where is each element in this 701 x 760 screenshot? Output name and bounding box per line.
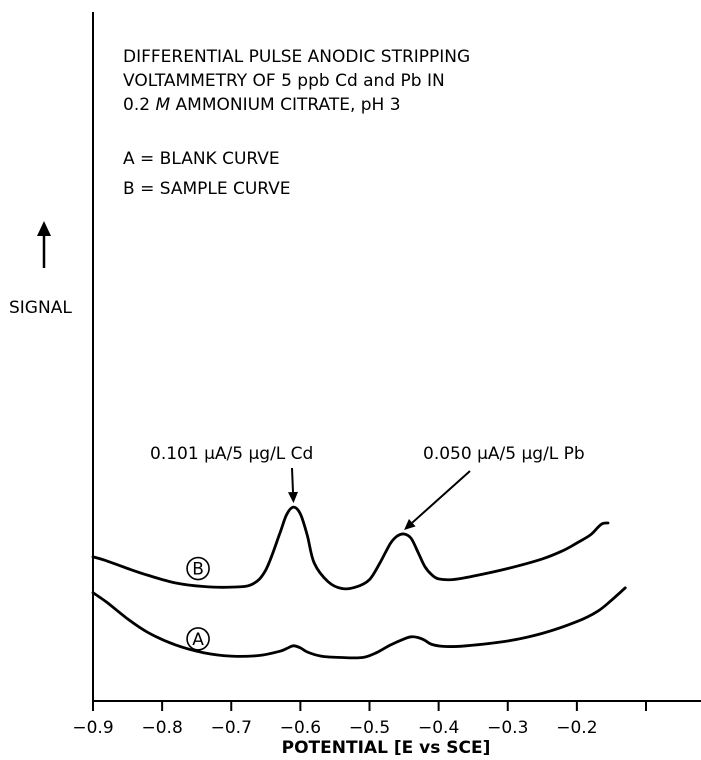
- x-tick-label-5: −0.4: [418, 718, 459, 738]
- annotation-arrows: [288, 467, 471, 530]
- y-axis-label: SIGNAL: [9, 298, 72, 318]
- x-tick-label-0: −0.9: [72, 718, 113, 738]
- curve-label-circle-b: [186, 556, 210, 581]
- x-tick-label-6: −0.3: [487, 718, 528, 738]
- chart-title-line-2: VOLTAMMETRY OF 5 ppb Cd and Pb IN: [123, 71, 445, 91]
- annotation-arrow-0: [291, 467, 295, 493]
- x-ticks: −0.9 −0.8 −0.7 −0.6 −0.5 −0.4 −0.3 −0.2: [72, 701, 647, 738]
- chart-title-line-3: 0.2 M AMMONIUM CITRATE, pH 3: [123, 95, 401, 115]
- legend-entry-sample: B = SAMPLE CURVE: [123, 179, 291, 199]
- annotation-pb: 0.050 µA/5 µg/L Pb: [423, 444, 585, 464]
- legend-entry-blank: A = BLANK CURVE: [123, 149, 280, 169]
- series-line-b: [91, 505, 610, 591]
- chart-title-line-1: DIFFERENTIAL PULSE ANODIC STRIPPING: [123, 47, 470, 67]
- annotation-arrow-1: [411, 470, 471, 524]
- annotation-arrowhead-1: [404, 519, 416, 530]
- curve-labels: BA: [186, 556, 210, 651]
- x-tick-label-4: −0.5: [349, 718, 390, 738]
- curve-label-circle-a: [186, 627, 210, 651]
- x-tick-label-1: −0.8: [141, 718, 182, 738]
- x-tick-label-3: −0.6: [280, 718, 321, 738]
- annotation-arrowhead-0: [288, 491, 298, 504]
- curve-label-a: A: [192, 630, 204, 650]
- signal-arrowhead-icon: [37, 221, 51, 236]
- annotation-cd: 0.101 µA/5 µg/L Cd: [150, 444, 313, 464]
- curve-label-b: B: [192, 560, 204, 580]
- title-line-3-prefix: 0.2: [123, 95, 155, 115]
- title-line-3-suffix: AMMONIUM CITRATE, pH 3: [170, 95, 400, 115]
- title-line-3-italic: M: [155, 95, 170, 115]
- series-line-a: [91, 586, 627, 660]
- x-tick-label-7: −0.2: [556, 718, 597, 738]
- x-axis-label: POTENTIAL [E vs SCE]: [282, 738, 491, 758]
- x-tick-label-2: −0.7: [211, 718, 252, 738]
